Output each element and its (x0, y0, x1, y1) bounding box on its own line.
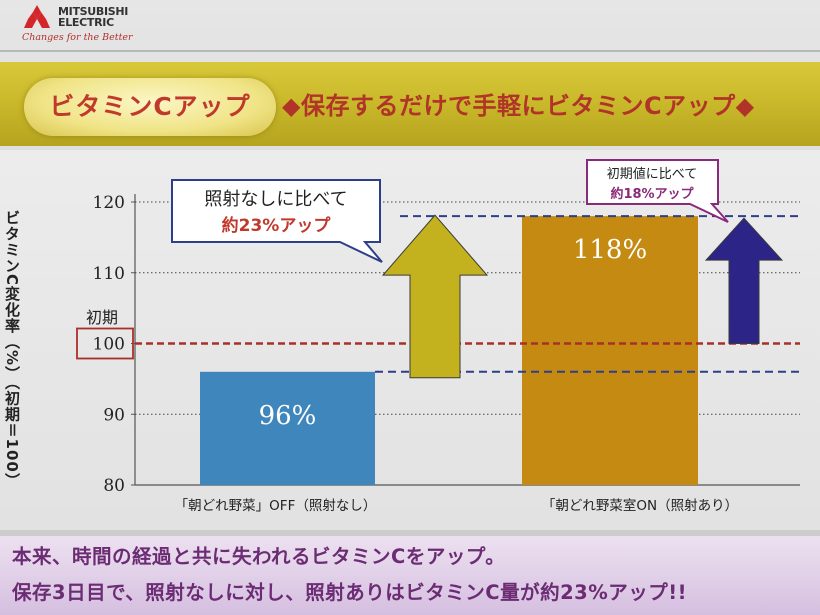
callout-right-line2: 約18%アップ (610, 186, 694, 202)
arrow-up-left-icon (381, 214, 489, 379)
callout-left-line2: 約23%アップ (222, 215, 332, 236)
brand-name: MITSUBISHI ELECTRIC (58, 5, 129, 29)
y-tick-label: 110 (93, 264, 125, 284)
banner-title: ◆保存するだけで手軽にビタミンCアップ◆ (282, 92, 755, 120)
bar-value-label: 118% (573, 235, 647, 265)
brand-tagline: Changes for the Better (22, 32, 133, 43)
y-tick-label: 120 (93, 193, 125, 213)
y-tick-label: 90 (103, 405, 125, 425)
bar-on (522, 216, 698, 485)
initial-label: 初期 (86, 308, 118, 327)
callout-right (586, 159, 729, 223)
callout-left (171, 179, 383, 263)
bar-off (200, 371, 375, 485)
initial-value-box (76, 327, 134, 360)
header-divider (0, 50, 820, 52)
x-category-label: 「朝どれ野菜室ON（照射あり） (542, 497, 738, 514)
arrow-up-right-icon (704, 217, 784, 344)
callout-right-line1: 初期値に比べて (607, 166, 697, 182)
badge-text: ビタミンCアップ (49, 92, 251, 121)
y-tick-label: 100 (93, 335, 125, 355)
x-category-label: 「朝どれ野菜」OFF（照射なし） (175, 498, 377, 514)
footer-band: 本来、時間の経過と共に失われるビタミンCをアップ。 保存3日目で、照射なしに対し… (0, 536, 820, 615)
footer-line-2: 保存3日目で、照射なしに対し、照射ありはビタミンC量が約23%アップ!! (12, 581, 688, 604)
callout-left-line1: 照射なしに比べて (204, 189, 347, 210)
footer-line-1: 本来、時間の経過と共に失われるビタミンCをアップ。 (12, 545, 506, 568)
three-diamonds-icon (24, 5, 50, 28)
y-axis-label: ビタミンC変化率（%）（初期＝100） (3, 210, 21, 489)
bar-value-label: 96% (259, 401, 317, 431)
y-tick-label: 80 (103, 476, 125, 496)
title-badge: ビタミンCアップ (24, 78, 276, 136)
